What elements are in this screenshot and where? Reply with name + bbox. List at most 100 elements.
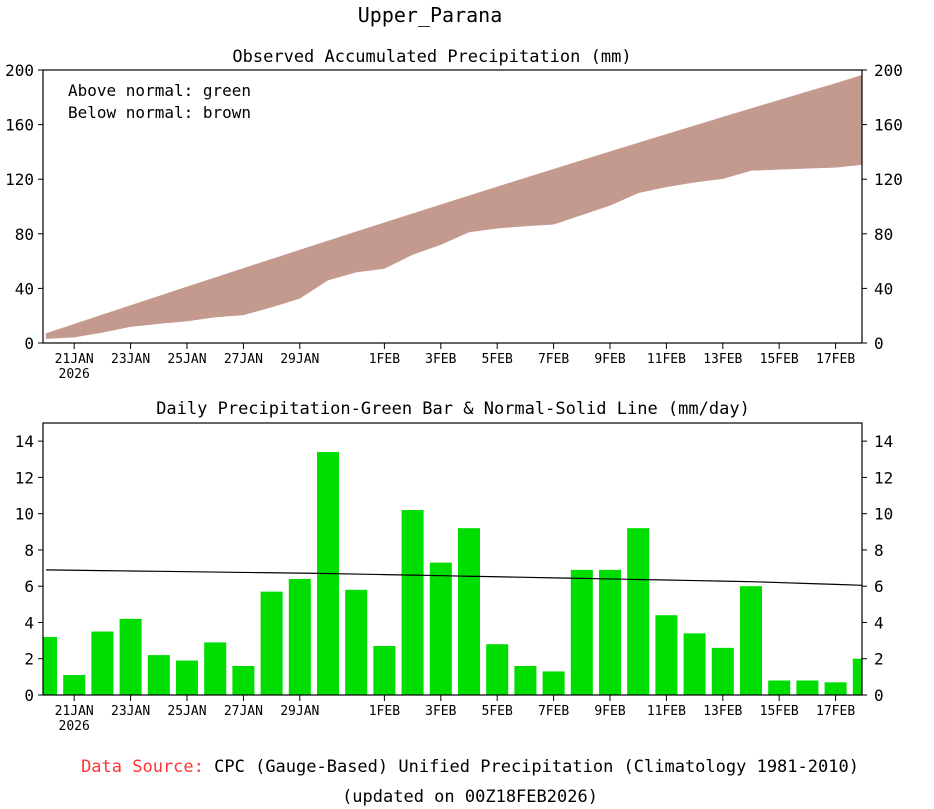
top-xtick-label: 27JAN (224, 352, 263, 367)
daily-precip-bar (147, 655, 170, 695)
top-ytick-label-left: 200 (5, 61, 34, 80)
accumulated-diff-segment (412, 204, 442, 255)
bottom-xtick-label: 27JAN (224, 704, 263, 719)
bottom-xtick-label: 29JAN (280, 704, 319, 719)
top-xtick-label: 7FEB (538, 352, 569, 367)
accumulated-diff-segment (581, 151, 611, 216)
accumulated-diff-segment (609, 142, 639, 206)
daily-precip-bar (373, 646, 396, 695)
top-ytick-label-right: 0 (874, 334, 884, 353)
bottom-xtick-label: 21JAN (55, 704, 94, 719)
daily-precip-bar (401, 510, 424, 695)
top-ytick-label-left: 160 (5, 116, 34, 135)
daily-precip-bar (204, 642, 227, 695)
daily-precip-bar (458, 528, 480, 695)
accumulated-diff-segment (45, 323, 75, 339)
daily-precip-bar (232, 665, 255, 695)
accumulated-diff-segment (666, 125, 695, 188)
daily-precip-bar (260, 591, 283, 695)
top-ytick-label-right: 200 (874, 61, 903, 80)
top-xtick-label: 29JAN (280, 352, 319, 367)
data-source-line: Data Source: CPC (Gauge-Based) Unified P… (81, 757, 859, 777)
accumulated-diff-segment (271, 249, 301, 308)
accumulated-diff-segment (694, 116, 724, 183)
accumulated-diff-segment (553, 160, 583, 225)
bottom-xtick-label: 9FEB (594, 704, 625, 719)
bottom-chart-title: Daily Precipitation-Green Bar & Normal-S… (156, 399, 750, 419)
bottom-ytick-label-right: 0 (874, 686, 884, 705)
accumulated-diff-segment (102, 305, 131, 333)
daily-precip-bar (852, 658, 862, 695)
accumulated-diff-segment (73, 314, 103, 338)
accumulated-diff-segment (637, 134, 667, 194)
bottom-ytick-label-left: 2 (24, 650, 34, 669)
bottom-xtick-label: 11FEB (647, 704, 686, 719)
daily-precip-bar (429, 562, 452, 695)
daily-precip-bar (655, 615, 678, 695)
accumulated-diff-segment (525, 168, 554, 227)
top-ytick-label-left: 120 (5, 170, 34, 189)
top-xtick-label: 23JAN (111, 352, 150, 367)
accumulated-diff-segment (130, 295, 160, 327)
top-plot-frame (42, 69, 863, 344)
bottom-xtick-label: 5FEB (482, 704, 513, 719)
accumulated-diff-segment (835, 74, 863, 168)
top-xtick-label: 25JAN (167, 352, 206, 367)
accumulated-diff-segment (440, 195, 470, 245)
accumulated-diff-segment (243, 258, 272, 316)
daily-precip-bar (627, 528, 650, 695)
bottom-ytick-label-right: 10 (874, 505, 893, 524)
accumulated-diff-segment (186, 277, 216, 322)
accumulated-diff-segment (299, 240, 329, 299)
top-ytick-label-right: 160 (874, 116, 903, 135)
top-ytick-label-right: 80 (874, 225, 893, 244)
top-ytick-label-right: 40 (874, 279, 893, 298)
bottom-ytick-label-right: 12 (874, 468, 893, 487)
bottom-ytick-label-right: 8 (874, 541, 884, 560)
bottom-xtick-label: 17FEB (816, 704, 855, 719)
accumulated-diff-segment (158, 286, 188, 324)
accumulated-diff-segment (214, 268, 244, 318)
accumulated-diff-segment (807, 83, 836, 169)
accumulated-diff-segment (355, 222, 385, 273)
top-xtick-label: 5FEB (482, 352, 513, 367)
bottom-xtick-label: 7FEB (538, 704, 569, 719)
daily-precip-bar (288, 578, 311, 695)
top-xtick-label: 11FEB (647, 352, 686, 367)
daily-precip-bar (683, 633, 706, 695)
data-source-label: Data Source: (81, 757, 204, 777)
top-xtick-label: 17FEB (816, 352, 855, 367)
page-title: Upper_Parana (358, 3, 503, 27)
bottom-plot-frame (42, 422, 863, 696)
bottom-ytick-label-left: 14 (15, 432, 34, 451)
daily-precip-bar (740, 586, 762, 695)
bottom-ytick-label-right: 14 (874, 432, 893, 451)
bottom-ytick-label-left: 0 (24, 686, 34, 705)
accumulated-diff-segment (750, 99, 780, 171)
daily-precip-bar (63, 675, 86, 695)
daily-precip-bar (796, 680, 819, 695)
legend-above: Above normal: green (68, 81, 251, 100)
top-ytick-label-left: 80 (15, 225, 34, 244)
bottom-xtick-label: 15FEB (760, 704, 799, 719)
daily-precip-bar (176, 660, 198, 695)
daily-precip-bar (542, 671, 565, 695)
bottom-xtick-label: 23JAN (111, 704, 150, 719)
accumulated-diff-segment (384, 213, 413, 269)
top-xtick-label: 13FEB (703, 352, 742, 367)
daily-precip-bar (43, 636, 57, 695)
bottom-ytick-label-left: 4 (24, 613, 34, 632)
daily-precip-bar (711, 647, 734, 695)
bottom-ytick-label-left: 8 (24, 541, 34, 560)
top-ytick-label-left: 40 (15, 279, 34, 298)
accumulated-diff-segment (327, 231, 357, 281)
accumulated-diff-segment (468, 186, 498, 233)
top-ytick-label-right: 120 (874, 170, 903, 189)
daily-precip-bar (599, 569, 621, 695)
accumulated-diff-segment (778, 91, 808, 170)
bottom-xtick-label: 13FEB (703, 704, 742, 719)
bottom-ytick-label-left: 10 (15, 505, 34, 524)
top-xtick-label: 9FEB (594, 352, 625, 367)
